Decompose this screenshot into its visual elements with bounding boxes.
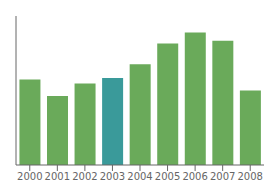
svg-text:2000: 2000 [17,171,42,182]
svg-text:2008: 2008 [237,171,262,182]
svg-text:2002: 2002 [72,171,97,182]
svg-text:2001: 2001 [45,171,70,182]
svg-text:2005: 2005 [155,171,180,182]
svg-text:2004: 2004 [127,171,152,182]
svg-text:2003: 2003 [100,171,125,182]
svg-text:2007: 2007 [210,171,235,182]
svg-text:2006: 2006 [182,171,207,182]
